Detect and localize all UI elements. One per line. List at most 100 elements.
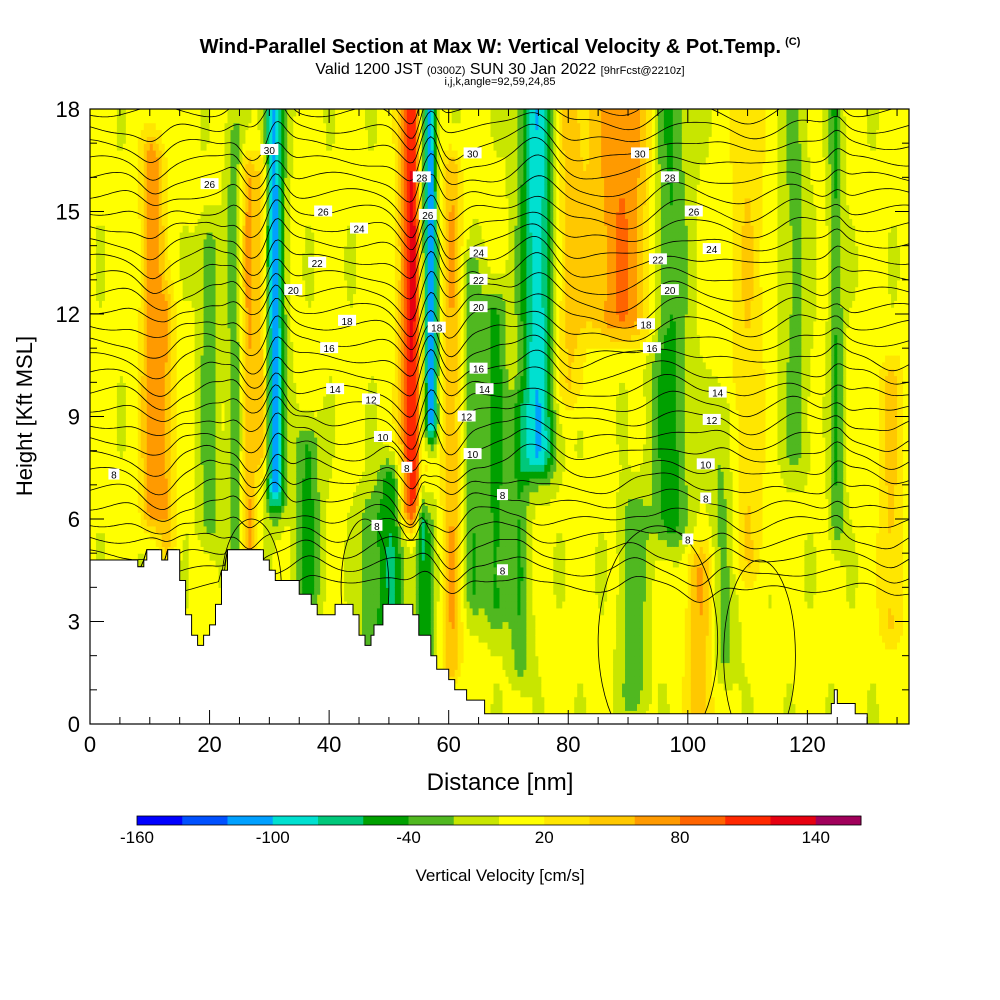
w-cell bbox=[143, 402, 148, 411]
w-cell bbox=[137, 204, 142, 213]
w-cell bbox=[143, 156, 148, 165]
w-cell bbox=[90, 430, 94, 438]
w-cell bbox=[122, 204, 127, 213]
w-cell bbox=[122, 245, 127, 254]
w-cell bbox=[95, 109, 100, 117]
w-cell bbox=[113, 355, 118, 363]
w-cell bbox=[137, 457, 142, 465]
w-cell bbox=[140, 286, 145, 295]
w-cell bbox=[140, 225, 145, 233]
w-cell bbox=[113, 348, 118, 356]
w-cell bbox=[116, 170, 121, 178]
w-cell bbox=[119, 375, 124, 383]
w-cell bbox=[92, 259, 97, 267]
w-cell bbox=[104, 156, 109, 165]
w-cell bbox=[92, 457, 97, 465]
w-cell bbox=[128, 409, 133, 418]
w-cell bbox=[140, 252, 145, 260]
w-cell bbox=[143, 519, 148, 527]
w-cell bbox=[116, 457, 121, 465]
w-cell bbox=[107, 163, 112, 172]
w-cell bbox=[107, 334, 112, 342]
w-cell bbox=[143, 191, 148, 199]
w-cell bbox=[107, 443, 112, 452]
w-cell bbox=[122, 232, 127, 240]
w-cell bbox=[113, 484, 118, 493]
w-cell bbox=[140, 314, 145, 322]
w-cell bbox=[95, 307, 100, 315]
w-cell bbox=[116, 484, 121, 493]
w-cell bbox=[90, 498, 94, 506]
w-cell bbox=[113, 259, 118, 267]
w-cell bbox=[140, 471, 145, 479]
w-cell bbox=[110, 402, 115, 411]
w-cell bbox=[131, 334, 136, 342]
w-cell bbox=[98, 443, 103, 452]
w-cell bbox=[90, 279, 94, 288]
w-cell bbox=[98, 375, 103, 383]
w-cell bbox=[90, 484, 94, 493]
w-cell bbox=[134, 341, 139, 349]
w-cell bbox=[140, 532, 145, 541]
w-cell bbox=[119, 115, 124, 124]
w-cell bbox=[140, 512, 145, 520]
w-cell bbox=[134, 361, 139, 370]
w-cell bbox=[125, 225, 130, 233]
w-cell bbox=[137, 355, 142, 363]
w-cell bbox=[104, 136, 109, 144]
w-cell bbox=[128, 279, 133, 288]
w-cell bbox=[143, 409, 148, 418]
w-cell bbox=[113, 498, 118, 506]
w-cell bbox=[90, 491, 94, 500]
w-cell bbox=[128, 437, 133, 445]
w-cell bbox=[104, 177, 109, 185]
w-cell bbox=[122, 218, 127, 226]
w-cell bbox=[122, 314, 127, 322]
w-cell bbox=[90, 293, 94, 301]
w-cell bbox=[134, 450, 139, 459]
w-cell bbox=[92, 409, 97, 418]
w-cell bbox=[122, 341, 127, 349]
w-cell bbox=[119, 211, 124, 219]
w-cell bbox=[119, 348, 124, 356]
w-cell bbox=[143, 464, 148, 472]
w-cell bbox=[140, 279, 145, 288]
w-cell bbox=[137, 437, 142, 445]
w-cell bbox=[98, 279, 103, 288]
w-cell bbox=[113, 245, 118, 254]
w-cell bbox=[143, 238, 148, 247]
w-cell bbox=[107, 416, 112, 424]
w-cell bbox=[98, 115, 103, 124]
w-cell bbox=[110, 553, 115, 561]
w-cell bbox=[104, 430, 109, 438]
w-cell bbox=[104, 225, 109, 233]
w-cell bbox=[125, 259, 130, 267]
w-cell bbox=[131, 204, 136, 213]
w-cell bbox=[119, 136, 124, 144]
w-cell bbox=[90, 300, 94, 308]
w-cell bbox=[131, 464, 136, 472]
w-cell bbox=[134, 382, 139, 390]
w-cell bbox=[116, 334, 121, 342]
w-cell bbox=[137, 443, 142, 452]
w-cell bbox=[110, 204, 115, 213]
w-cell bbox=[113, 464, 118, 472]
w-cell bbox=[128, 430, 133, 438]
w-cell bbox=[131, 532, 136, 541]
w-cell bbox=[113, 197, 118, 206]
w-cell bbox=[131, 430, 136, 438]
w-cell bbox=[116, 232, 121, 240]
w-cell bbox=[137, 348, 142, 356]
w-cell bbox=[110, 232, 115, 240]
w-cell bbox=[110, 443, 115, 452]
w-cell bbox=[122, 238, 127, 247]
w-cell bbox=[107, 218, 112, 226]
w-cell bbox=[137, 259, 142, 267]
w-cell bbox=[131, 245, 136, 254]
w-cell bbox=[92, 416, 97, 424]
w-cell bbox=[107, 355, 112, 363]
w-cell bbox=[134, 471, 139, 479]
w-cell bbox=[90, 245, 94, 254]
w-cell bbox=[90, 122, 94, 131]
w-cell bbox=[113, 389, 118, 397]
